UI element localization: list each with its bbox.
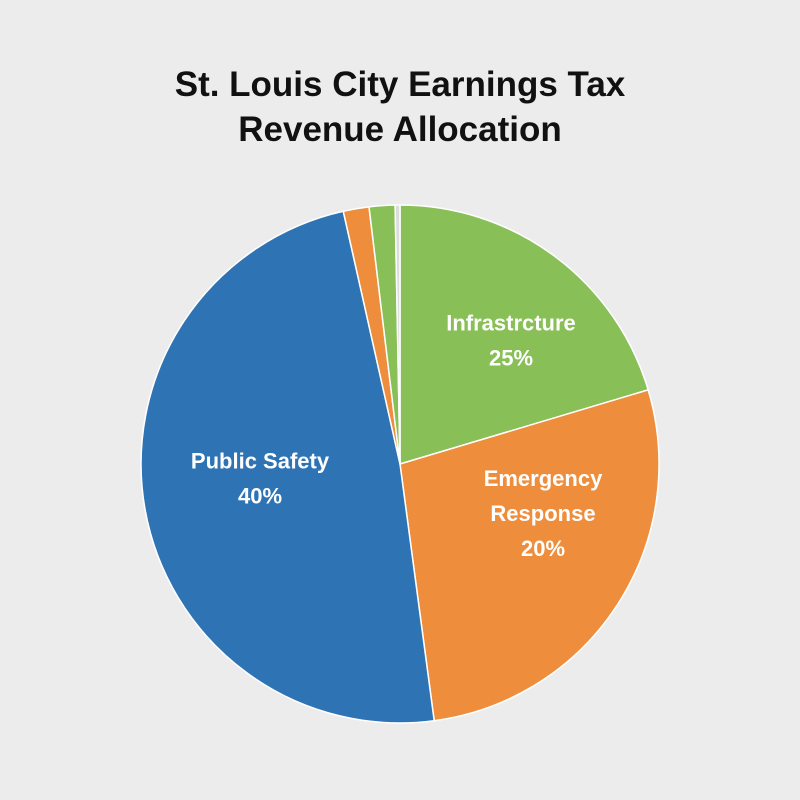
pie-slice-label-2-line-1: 40% [238,484,282,509]
chart-title-line-1: St. Louis City Earnings Tax [174,65,626,104]
pie-slice-0 [399,204,649,465]
chart-title: St. Louis City Earnings Tax Revenue Allo… [0,62,800,152]
pie-slice-label-2-line-0: Public Safety [191,449,330,474]
pie-slice-5 [394,204,401,465]
pie-slice-label-1-line-2: 20% [521,536,565,561]
chart-title-line-2: Revenue Allocation [238,110,562,149]
pie-slices [140,204,660,724]
pie-slice-label-2: Public Safety 40% [191,449,330,509]
pie-slice-label-1: Emergency Response 20% [484,466,603,561]
pie-slice-label-1-line-0: Emergency [484,466,603,491]
pie-slice-label-0: Infrastrcture 25% [446,311,576,371]
pie-slice-label-1-line-1: Response [490,501,595,526]
pie-slice-label-0-line-0: Infrastrcture [446,311,576,336]
pie-slice-2 [140,210,435,724]
pie-slice-1 [399,389,660,722]
pie-labels: Infrastrcture 25% Emergency Response 20% Publ… [191,311,603,562]
pie-slice-label-0-line-1: 25% [489,346,533,371]
